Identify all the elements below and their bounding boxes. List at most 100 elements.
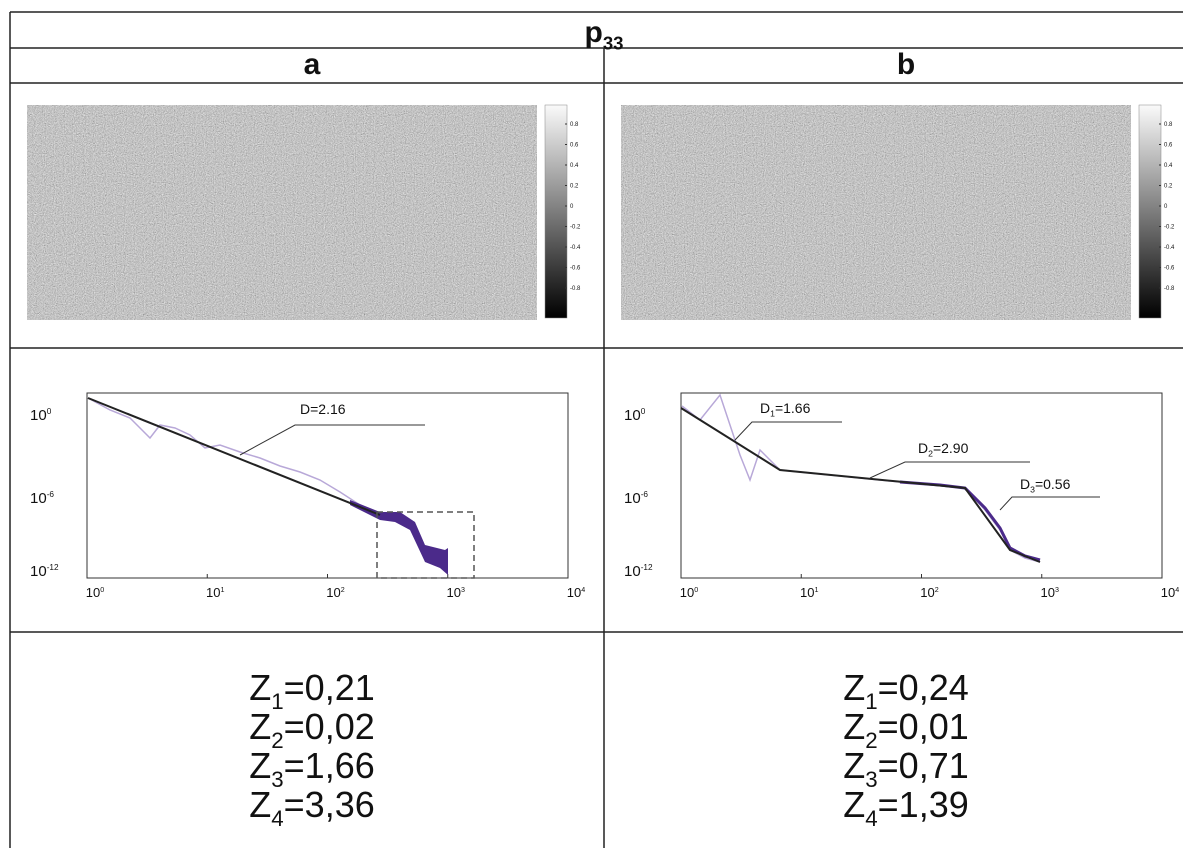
annotation-leader: [869, 461, 1030, 479]
y-tick-label: 10-12: [624, 563, 653, 580]
x-tick-label-exp: 1: [220, 586, 224, 594]
y-tick-label-base: 10: [624, 563, 641, 580]
x-tick-label-base: 10: [1041, 585, 1055, 600]
fit-line: [87, 397, 381, 516]
colorbar: [544, 104, 568, 319]
colorbar-label: -0.6: [570, 266, 581, 272]
z-value-sub: 2: [271, 728, 283, 753]
annotation: D1=1.66: [760, 400, 811, 419]
annotation-base: D: [300, 401, 310, 417]
z-value-rest: =3,36: [284, 784, 375, 825]
z-value-base: Z: [843, 706, 865, 747]
z-value: Z2=0,02: [249, 706, 375, 753]
x-tick-label-exp: 0: [694, 586, 698, 594]
x-tick-label-exp: 2: [935, 586, 939, 594]
table-grid: [9, 11, 1183, 848]
x-tick-label: 100: [680, 585, 698, 600]
annotation-base: D: [1020, 476, 1030, 492]
y-tick-label-exp: 0: [641, 407, 646, 416]
z-value-base: Z: [843, 667, 865, 708]
z-value-rest: =1,39: [878, 784, 969, 825]
colorbar-label: -0.4: [1164, 245, 1175, 251]
y-tick-label: 100: [624, 407, 646, 424]
colorbar-label: -0.8: [570, 286, 581, 292]
colorbar-label: -0.8: [1164, 286, 1175, 292]
data-curve: [87, 397, 381, 516]
y-tick-label: 10-6: [30, 490, 54, 507]
z-value-base: Z: [249, 745, 271, 786]
title-sub: 33: [603, 33, 624, 54]
x-tick-label: 100: [86, 585, 104, 600]
z-value: Z3=1,66: [249, 745, 375, 792]
column-label: a: [304, 48, 321, 81]
fit-line: [680, 407, 1041, 563]
z-value-base: Z: [249, 706, 271, 747]
colorbar-label: 0: [1164, 204, 1168, 210]
column-label: b: [897, 48, 915, 81]
x-tick-label: 101: [206, 585, 224, 600]
surface-image: [27, 105, 537, 320]
x-tick-label: 101: [800, 585, 818, 600]
x-tick-label: 104: [567, 585, 585, 600]
z-value-sub: 3: [865, 767, 877, 792]
z-value-rest: =0,21: [284, 667, 375, 708]
colorbar-label: 0.4: [1164, 163, 1173, 169]
y-tick-label-base: 10: [30, 407, 47, 424]
annotation-rest: =0.56: [1035, 476, 1071, 492]
y-tick-label-base: 10: [30, 563, 47, 580]
x-tick-label-base: 10: [206, 585, 220, 600]
x-tick-label: 104: [1161, 585, 1179, 600]
z-value-sub: 1: [271, 689, 283, 714]
x-tick-label-base: 10: [86, 585, 100, 600]
x-tick-label: 103: [447, 585, 465, 600]
x-tick-label-exp: 4: [1175, 586, 1179, 594]
x-tick-label-exp: 3: [461, 586, 465, 594]
surface-image: [621, 105, 1131, 320]
z-value-sub: 1: [865, 689, 877, 714]
colorbar-label: 0: [570, 204, 574, 210]
annotation-rest: =1.66: [775, 400, 811, 416]
x-tick-label-base: 10: [447, 585, 461, 600]
annotation: D3=0.56: [1020, 476, 1071, 495]
x-tick-label: 103: [1041, 585, 1059, 600]
plot-frame: [86, 392, 569, 579]
x-tick-label-exp: 4: [581, 586, 585, 594]
annotation-leader: [999, 496, 1100, 511]
data-band: [350, 500, 448, 575]
z-value-rest: =0,24: [878, 667, 969, 708]
x-tick-label-exp: 1: [814, 586, 818, 594]
z-value-base: Z: [249, 784, 271, 825]
colorbar-label: 0.6: [1164, 143, 1173, 149]
annotation-base: D: [760, 400, 770, 416]
x-tick-label-base: 10: [326, 585, 340, 600]
colorbar-label: 0.2: [570, 184, 579, 190]
annotation-leader: [734, 421, 842, 441]
z-value: Z4=3,36: [249, 784, 375, 831]
colorbar-label: 0.4: [570, 163, 579, 169]
plot-frame: [680, 392, 1163, 579]
annotation-sub: 2: [928, 449, 933, 459]
colorbar-label: 0.2: [1164, 184, 1173, 190]
z-value-rest: =0,02: [284, 706, 375, 747]
x-tick-label: 102: [326, 585, 344, 600]
z-value-rest: =0,01: [878, 706, 969, 747]
colorbar-label: -0.4: [570, 245, 581, 251]
colorbar-label: 0.8: [1164, 122, 1173, 128]
annotation: D=2.16: [300, 401, 346, 417]
annotation-sub: 1: [770, 409, 775, 419]
z-value-rest: =1,66: [284, 745, 375, 786]
colorbar-label: -0.2: [570, 225, 581, 231]
colorbar: [1138, 104, 1162, 319]
annotation-rest: =2.90: [933, 440, 969, 456]
x-tick-label-base: 10: [800, 585, 814, 600]
z-value-base: Z: [843, 784, 865, 825]
colorbar-label: -0.6: [1164, 266, 1175, 272]
y-tick-label-exp: 0: [47, 407, 52, 416]
z-value: Z2=0,01: [843, 706, 969, 753]
z-value-sub: 3: [271, 767, 283, 792]
y-tick-label: 10-12: [30, 563, 59, 580]
colorbar-label: -0.2: [1164, 225, 1175, 231]
x-tick-label-exp: 3: [1055, 586, 1059, 594]
z-value-sub: 4: [271, 806, 283, 831]
